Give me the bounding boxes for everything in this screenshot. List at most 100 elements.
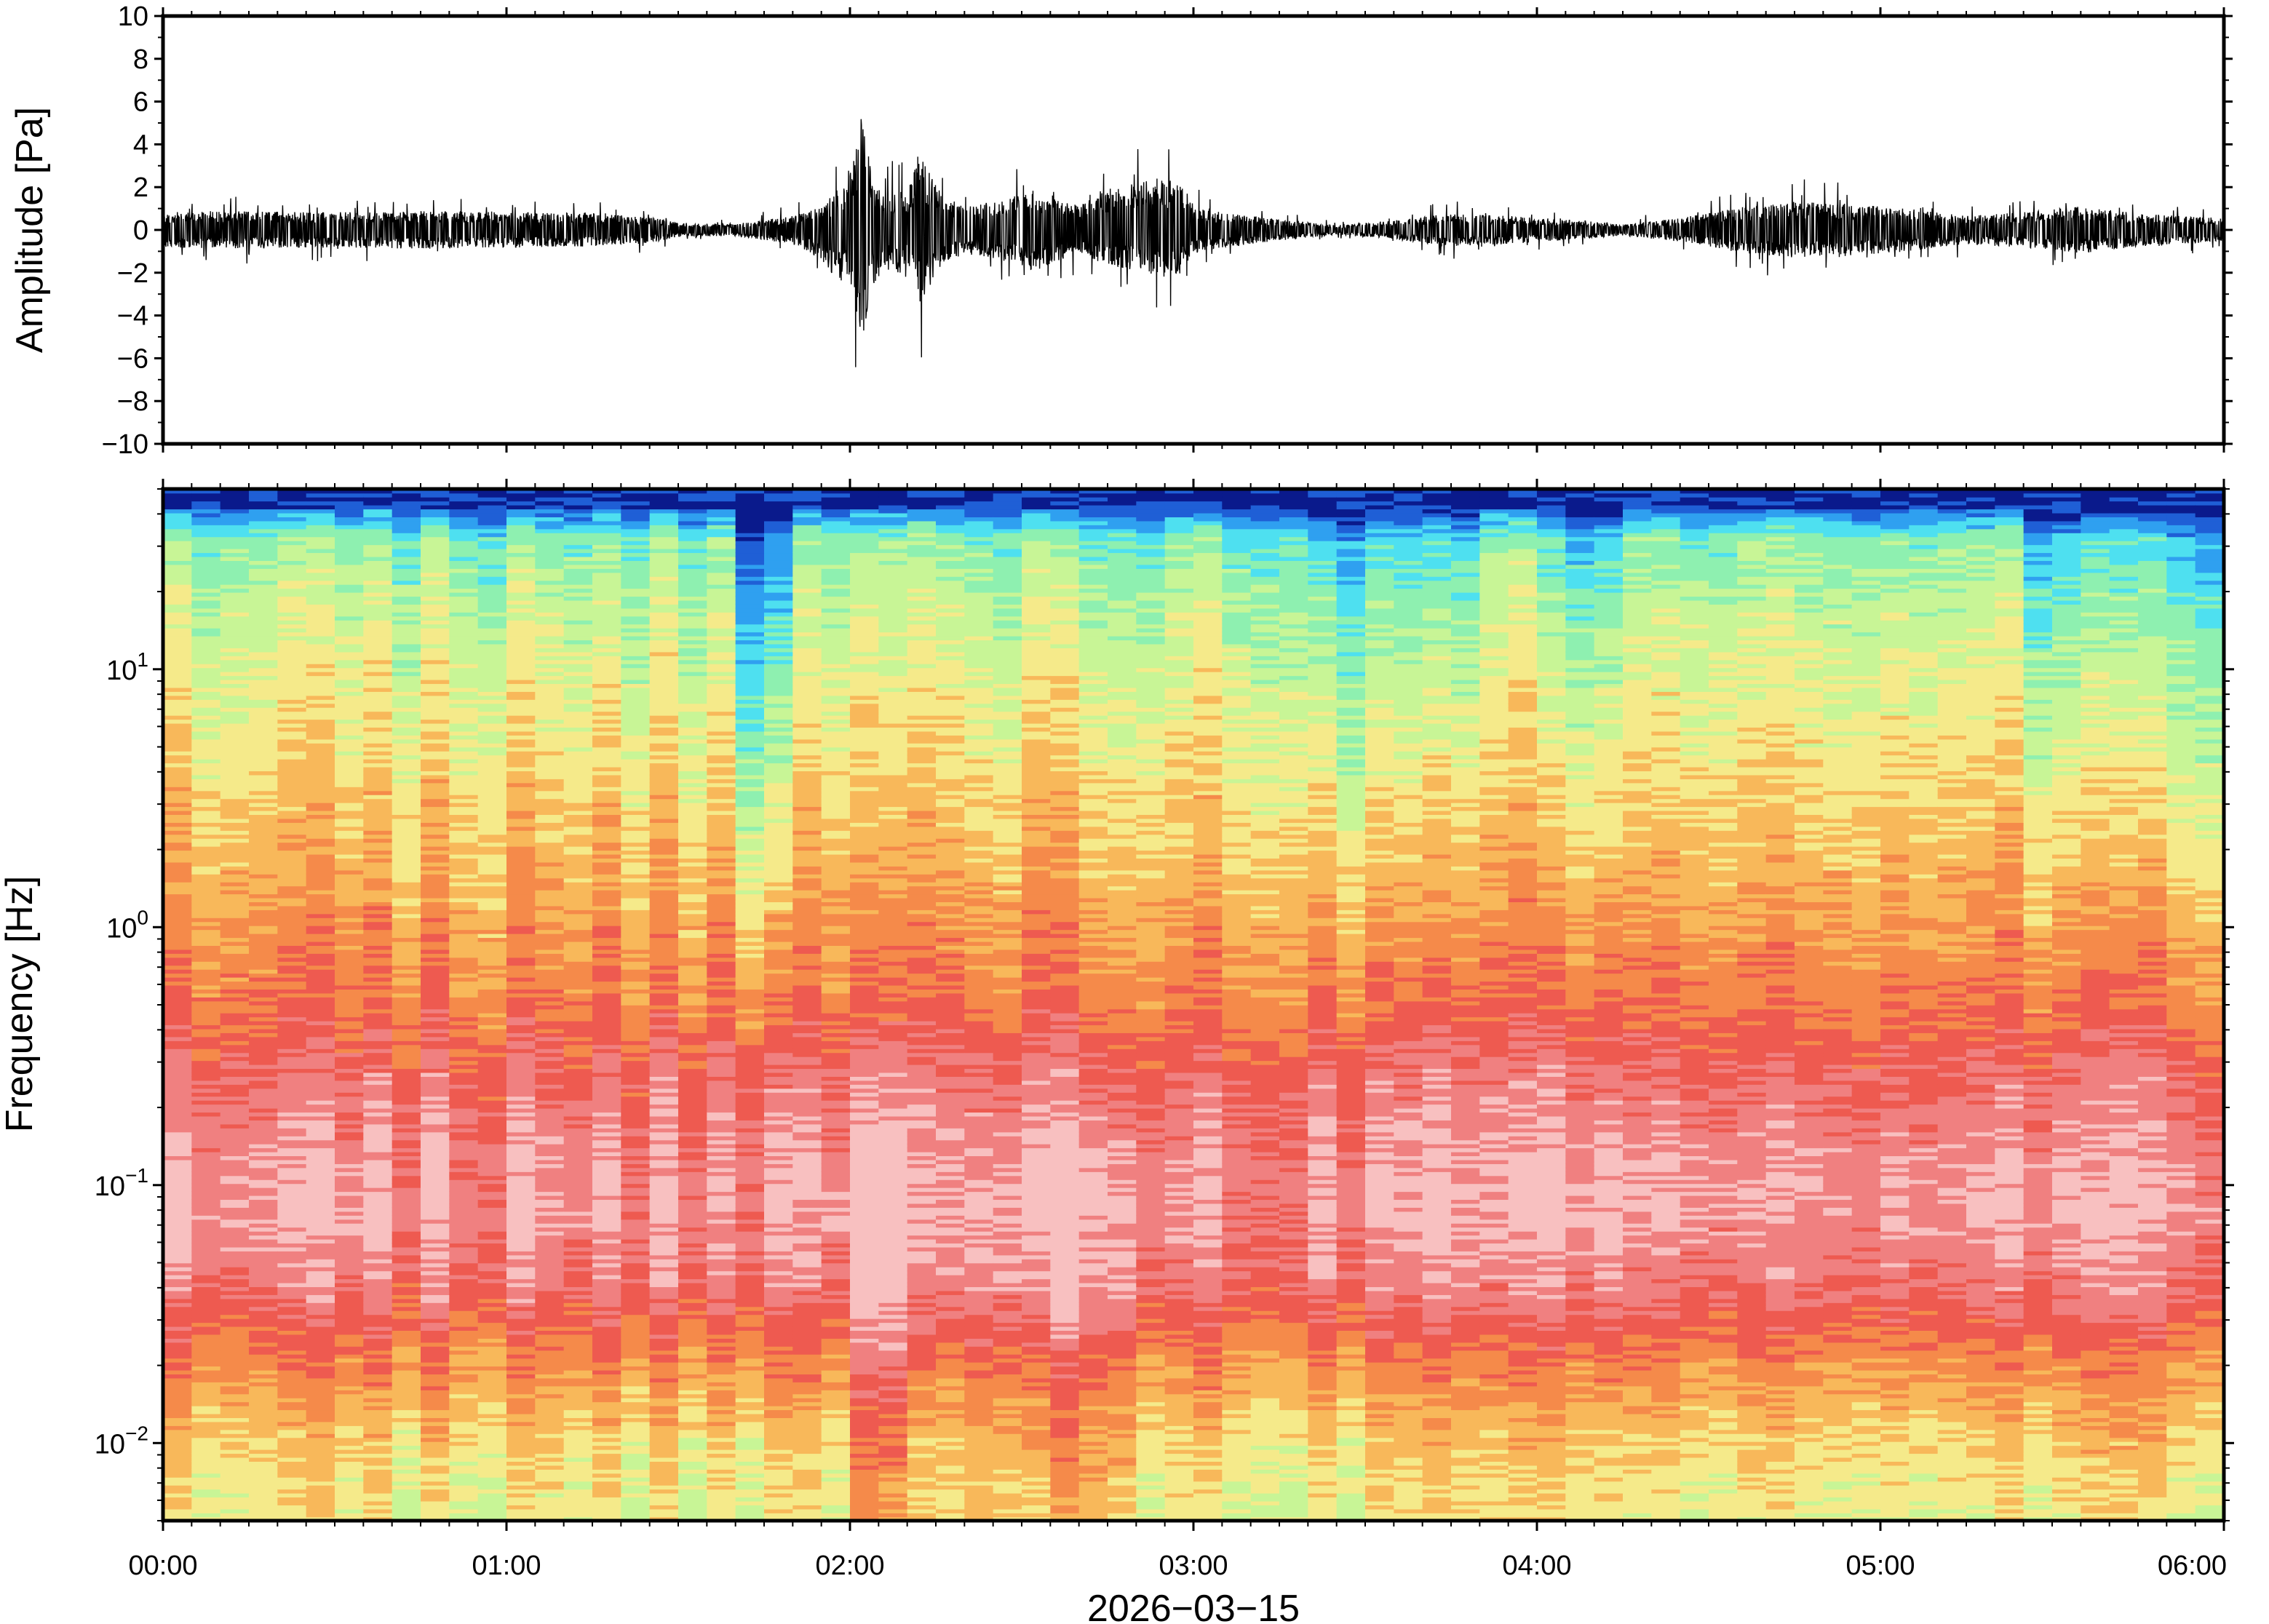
spectrogram-cell — [592, 1290, 622, 1295]
spectrogram-cell — [621, 763, 651, 768]
spectrogram-cell — [477, 1080, 507, 1085]
spectrogram-cell — [220, 1405, 250, 1411]
spectrogram-cell — [506, 1310, 536, 1315]
spectrogram-cell — [678, 1374, 708, 1379]
spectrogram-cell — [392, 743, 421, 748]
spectrogram-cell — [249, 687, 279, 692]
spectrogram-cell — [191, 568, 221, 573]
spectrogram-cell — [306, 675, 335, 680]
spectrogram-cell — [649, 893, 679, 899]
spectrogram-cell — [163, 973, 193, 978]
spectrogram-cell — [220, 512, 250, 517]
spectrogram-cell — [392, 1238, 421, 1244]
spectrogram-cell — [477, 1235, 507, 1240]
spectrogram-cell — [392, 1457, 421, 1462]
spectrogram-cell — [392, 1080, 421, 1085]
spectrogram-cell — [392, 1072, 421, 1077]
spectrogram-cell — [363, 842, 393, 847]
spectrogram-cell — [563, 1393, 593, 1398]
spectrogram-cell — [506, 1175, 536, 1180]
spectrogram-cell — [335, 1294, 365, 1299]
spectrogram-cell — [335, 1302, 365, 1307]
spectrogram-cell — [306, 739, 335, 744]
spectrogram-cell — [392, 1405, 421, 1411]
spectrogram-cell — [421, 588, 450, 593]
spectrogram-cell — [277, 806, 307, 811]
spectrogram-cell — [621, 1353, 651, 1359]
spectrogram-cell — [563, 1318, 593, 1324]
spectrogram-cell — [163, 869, 193, 875]
spectrogram-cell — [363, 612, 393, 617]
spectrogram-cell — [163, 1346, 193, 1351]
spectrogram-cell — [220, 874, 250, 879]
spectrogram-cell — [335, 596, 365, 601]
spectrogram-cell — [191, 1235, 221, 1240]
spectrogram-cell — [220, 806, 250, 811]
spectrogram-cell — [592, 624, 622, 629]
spectrogram-cell — [535, 794, 565, 800]
spectrogram-cell — [249, 671, 279, 677]
spectrogram-cell — [249, 627, 279, 633]
spectrogram-cell — [592, 1040, 622, 1046]
spectrogram-cell — [678, 1155, 708, 1161]
spectrogram-cell — [220, 929, 250, 934]
spectrogram-cell — [678, 1235, 708, 1240]
spectrogram-cell — [477, 1290, 507, 1295]
spectrogram-cell — [621, 861, 651, 867]
spectrogram-cell — [649, 1382, 679, 1387]
spectrogram-cell — [477, 687, 507, 692]
spectrogram-cell — [363, 1183, 393, 1188]
spectrogram-cell — [220, 1147, 250, 1153]
spectrogram-cell — [191, 1187, 221, 1193]
spectrogram-cell — [621, 1005, 651, 1010]
spectrogram-cell — [535, 850, 565, 855]
spectrogram-cell — [506, 512, 536, 517]
spectrogram-cell — [335, 536, 365, 541]
spectrogram-cell — [621, 584, 651, 589]
spectrogram-cell — [392, 1020, 421, 1026]
spectrogram-cell — [678, 1421, 708, 1426]
spectrogram-cell — [392, 1513, 421, 1518]
spectrogram-cell — [421, 552, 450, 557]
spectrogram-cell — [678, 1171, 708, 1177]
spectrogram-cell — [392, 1469, 421, 1474]
spectrogram-cell — [649, 1227, 679, 1232]
spectrogram-cell — [621, 592, 651, 597]
spectrogram-cell — [621, 1433, 651, 1438]
spectrogram-cell — [449, 735, 479, 740]
spectrogram-cell — [592, 1107, 622, 1113]
spectrogram-cell — [506, 1191, 536, 1196]
spectrogram-cell — [163, 552, 193, 557]
spectrogram-cell — [191, 525, 221, 530]
spectrogram-cell — [249, 1505, 279, 1510]
spectrogram-cell — [306, 592, 335, 597]
spectrogram-cell — [191, 651, 221, 656]
spectrogram-cell — [421, 528, 450, 533]
spectrogram-cell — [220, 1135, 250, 1141]
spectrogram-cell — [191, 774, 221, 779]
spectrogram-cell — [649, 1441, 679, 1446]
spectrogram-cell — [563, 1044, 593, 1049]
spectrogram-cell — [220, 1207, 250, 1212]
spectrogram-cell — [563, 643, 593, 648]
spectrogram-cell — [563, 1099, 593, 1105]
spectrogram-cell — [592, 659, 622, 664]
spectrogram-cell — [621, 1457, 651, 1462]
spectrogram-cell — [535, 782, 565, 787]
spectrogram-cell — [277, 826, 307, 831]
spectrogram-cell — [249, 703, 279, 708]
spectrogram-cell — [249, 719, 279, 724]
spectrogram-cell — [621, 517, 651, 522]
spectrogram-cell — [163, 1235, 193, 1240]
spectrogram-cell — [421, 667, 450, 672]
spectrogram-cell — [535, 905, 565, 910]
spectrogram-cell — [449, 1159, 479, 1164]
spectrogram-cell — [249, 1048, 279, 1054]
spectrogram-cell — [535, 648, 565, 653]
spectrogram-cell — [621, 798, 651, 803]
spectrogram-cell — [163, 501, 193, 506]
spectrogram-cell — [535, 1016, 565, 1022]
spectrogram-cell — [449, 1322, 479, 1327]
spectrogram-cell — [249, 1449, 279, 1454]
spectrogram-cell — [477, 604, 507, 609]
